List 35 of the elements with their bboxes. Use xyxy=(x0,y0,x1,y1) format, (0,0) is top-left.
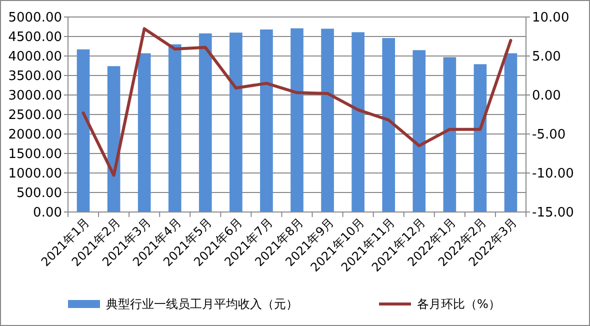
y-tick-label: 1500.00 xyxy=(8,147,62,162)
y-tick-label: 4500.00 xyxy=(8,30,62,46)
y-tick-label: 3500.00 xyxy=(8,69,62,84)
bar xyxy=(198,33,212,212)
y2-tick-label: -15.00 xyxy=(532,206,574,221)
y-tick-label: 2500.00 xyxy=(8,108,62,124)
y2-tick-label: 10.00 xyxy=(532,10,570,26)
bar xyxy=(321,28,334,212)
bar xyxy=(352,32,364,212)
bar xyxy=(504,53,518,212)
bar xyxy=(474,64,487,212)
y2-tick-label: -5.00 xyxy=(532,128,566,143)
y2-tick-label: 0.00 xyxy=(532,88,561,104)
bar xyxy=(230,32,242,212)
y-tick-label: 4000.00 xyxy=(8,50,62,65)
y2-tick-label: 5.00 xyxy=(532,50,561,65)
legend-label: 典型行业一线员工月平均收入（元） xyxy=(106,297,298,312)
bar xyxy=(382,38,396,212)
line-series xyxy=(82,27,512,177)
bar xyxy=(290,28,304,212)
bar xyxy=(443,57,456,212)
bar xyxy=(138,53,151,212)
y-tick-label: 500.00 xyxy=(16,186,62,202)
bar xyxy=(168,44,182,212)
y-tick-label: 0.00 xyxy=(33,206,62,221)
bar xyxy=(76,49,90,212)
bar xyxy=(412,50,426,212)
y-tick-label: 2000.00 xyxy=(8,128,62,143)
legend-label: 各月环比（%） xyxy=(417,297,500,312)
bar xyxy=(107,66,120,212)
y-tick-label: 5000.00 xyxy=(8,10,62,26)
y2-tick-label: -10.00 xyxy=(532,166,574,182)
bar xyxy=(260,29,273,212)
y-tick-label: 1000.00 xyxy=(8,166,62,182)
y-tick-label: 3000.00 xyxy=(8,88,62,104)
